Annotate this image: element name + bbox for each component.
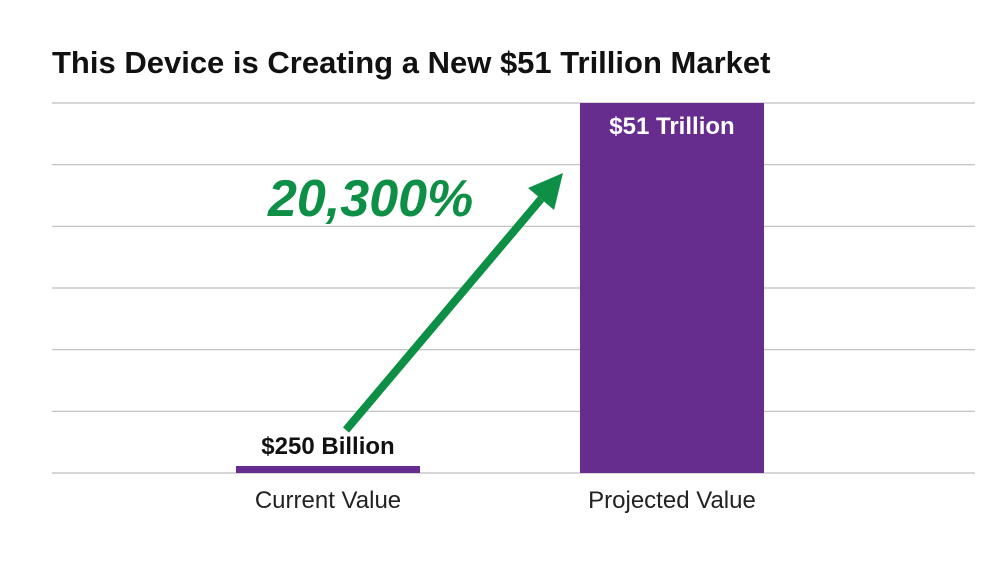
- growth-arrow-shaft: [342, 196, 545, 433]
- growth-arrow-head: [528, 173, 563, 210]
- bar-projected-value: [580, 103, 764, 473]
- grid-lines: [52, 102, 975, 474]
- chart-title: This Device is Creating a New $51 Trilli…: [52, 45, 770, 80]
- labels: Current Value $250 Billion Projected Value…: [255, 113, 756, 514]
- growth-annotation: 20,300%: [267, 170, 563, 433]
- category-label-current-value: Current Value: [255, 487, 401, 514]
- bars: [236, 103, 764, 473]
- value-label-projected-value: $51 Trillion: [609, 113, 734, 140]
- category-label-projected-value: Projected Value: [588, 487, 756, 514]
- value-label-current-value: $250 Billion: [261, 433, 394, 460]
- growth-percentage-label: 20,300%: [267, 170, 473, 228]
- bar-current-value: [236, 466, 420, 473]
